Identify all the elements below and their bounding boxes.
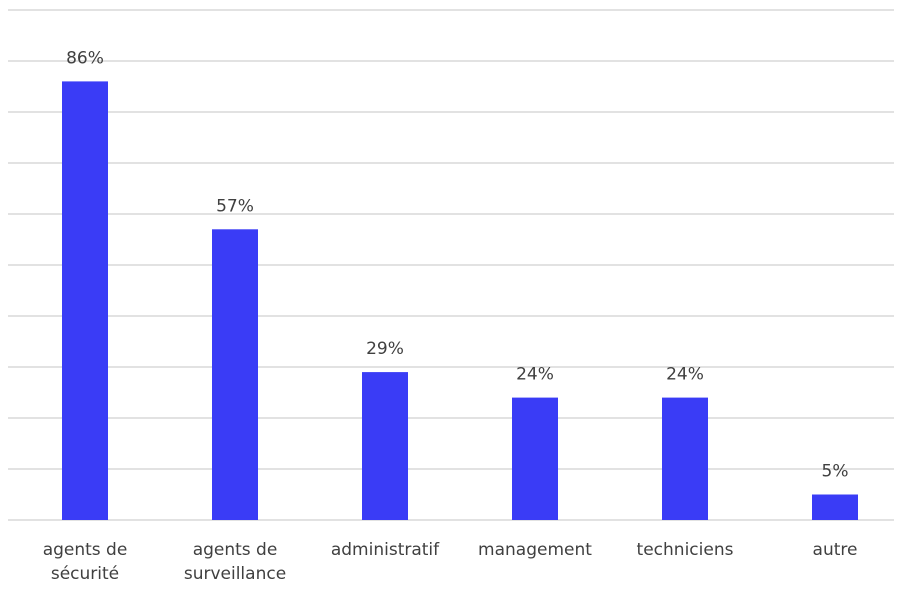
data-label: 57% — [216, 196, 254, 216]
x-tick-label: techniciens — [636, 540, 734, 560]
bar — [212, 229, 258, 521]
data-label: 29% — [366, 339, 404, 359]
bar — [512, 397, 558, 520]
data-label: 5% — [822, 462, 849, 482]
data-label: 24% — [516, 365, 554, 385]
x-tick-label: management — [478, 540, 592, 560]
x-tick-label: agents de surveillance — [183, 540, 287, 584]
x-tick-label: agents de sécurité — [42, 540, 128, 584]
x-tick-label: autre — [812, 540, 858, 560]
bar — [812, 494, 858, 520]
data-label: 86% — [66, 48, 104, 68]
bar — [62, 81, 108, 521]
bar — [662, 397, 708, 520]
bar — [362, 372, 408, 520]
x-tick-label: administratif — [330, 540, 440, 560]
data-label: 24% — [666, 365, 704, 385]
